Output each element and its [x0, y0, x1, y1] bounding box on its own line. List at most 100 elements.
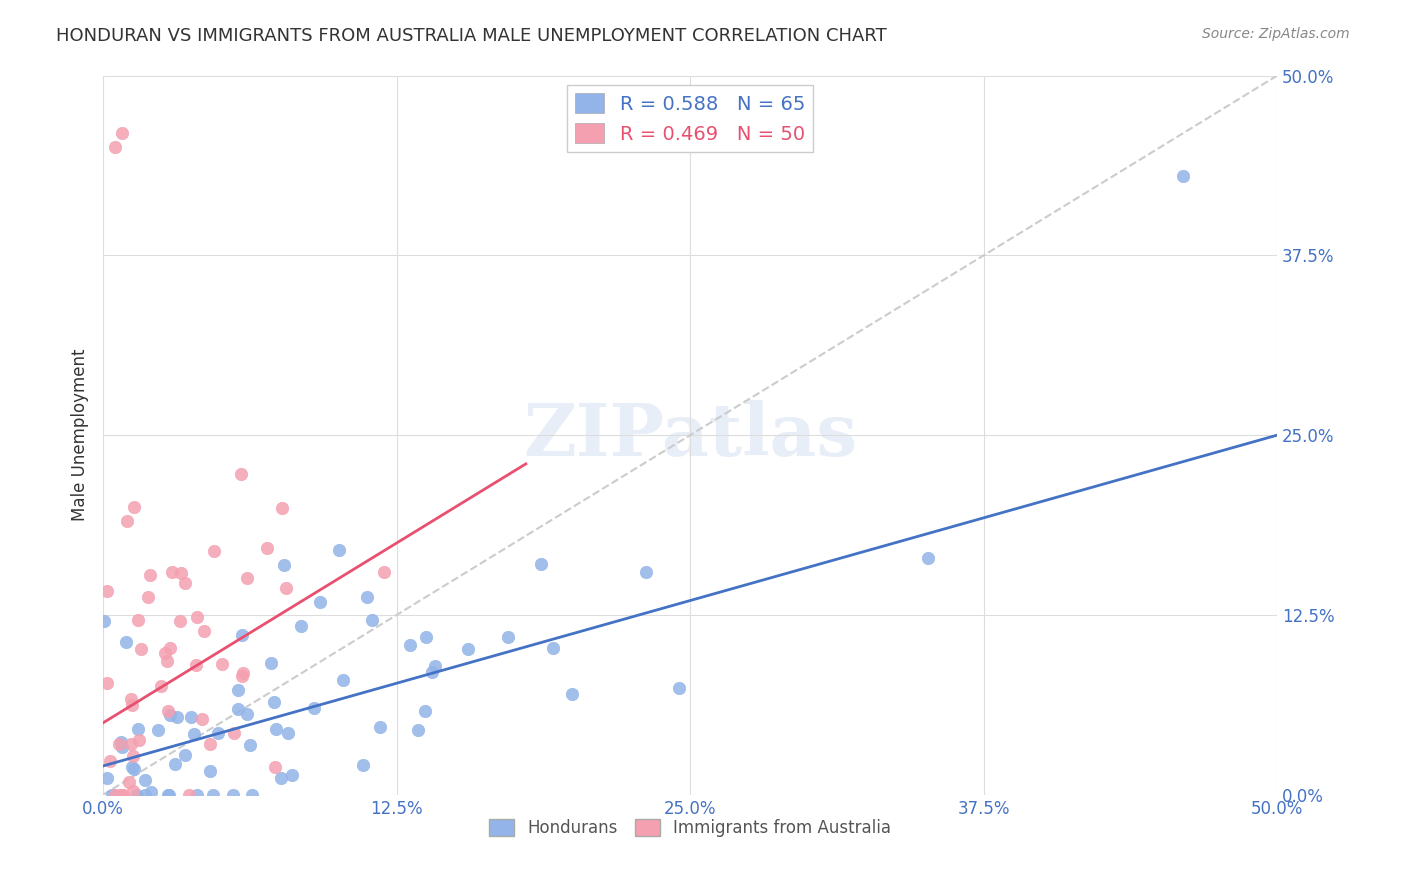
- Point: [277, 726, 299, 740]
- Point: [169, 614, 191, 628]
- Point: [134, 788, 156, 802]
- Point: [108, 788, 131, 802]
- Point: [496, 630, 519, 644]
- Point: [150, 679, 173, 693]
- Point: [110, 740, 132, 755]
- Point: [309, 595, 332, 609]
- Point: [222, 788, 245, 802]
- Point: [159, 708, 181, 723]
- Point: [356, 590, 378, 604]
- Point: [101, 788, 124, 802]
- Point: [115, 515, 138, 529]
- Point: [256, 541, 278, 555]
- Point: [177, 788, 200, 802]
- Point: [263, 695, 285, 709]
- Point: [236, 706, 259, 721]
- Point: [420, 665, 443, 680]
- Y-axis label: Male Unemployment: Male Unemployment: [72, 349, 89, 521]
- Point: [118, 774, 141, 789]
- Point: [222, 725, 245, 739]
- Point: [264, 760, 287, 774]
- Text: Source: ZipAtlas.com: Source: ZipAtlas.com: [1202, 27, 1350, 41]
- Point: [232, 666, 254, 681]
- Point: [128, 733, 150, 747]
- Point: [239, 738, 262, 752]
- Point: [108, 737, 131, 751]
- Point: [211, 657, 233, 672]
- Point: [156, 704, 179, 718]
- Point: [413, 705, 436, 719]
- Point: [139, 785, 162, 799]
- Point: [121, 760, 143, 774]
- Point: [134, 772, 156, 787]
- Point: [457, 642, 479, 657]
- Point: [668, 681, 690, 696]
- Point: [373, 565, 395, 579]
- Point: [96, 584, 118, 599]
- Point: [917, 550, 939, 565]
- Point: [120, 737, 142, 751]
- Point: [104, 788, 127, 802]
- Point: [202, 544, 225, 558]
- Point: [183, 727, 205, 741]
- Point: [273, 558, 295, 573]
- Point: [127, 613, 149, 627]
- Point: [226, 702, 249, 716]
- Point: [561, 687, 583, 701]
- Point: [127, 723, 149, 737]
- Point: [231, 467, 253, 482]
- Point: [186, 788, 208, 802]
- Point: [207, 726, 229, 740]
- Point: [276, 581, 298, 595]
- Point: [290, 618, 312, 632]
- Point: [198, 737, 221, 751]
- Point: [415, 630, 437, 644]
- Point: [1173, 169, 1195, 184]
- Point: [240, 788, 263, 802]
- Point: [332, 673, 354, 687]
- Point: [96, 676, 118, 690]
- Point: [169, 566, 191, 580]
- Point: [270, 500, 292, 515]
- Point: [110, 735, 132, 749]
- Point: [399, 638, 422, 652]
- Point: [122, 762, 145, 776]
- Point: [157, 788, 180, 802]
- Point: [184, 658, 207, 673]
- Point: [270, 771, 292, 785]
- Point: [180, 710, 202, 724]
- Point: [146, 723, 169, 737]
- Point: [125, 788, 148, 802]
- Point: [121, 698, 143, 713]
- Point: [191, 712, 214, 726]
- Point: [98, 754, 121, 768]
- Point: [634, 566, 657, 580]
- Point: [110, 788, 132, 802]
- Point: [121, 784, 143, 798]
- Point: [541, 640, 564, 655]
- Point: [166, 709, 188, 723]
- Point: [120, 692, 142, 706]
- Point: [159, 640, 181, 655]
- Point: [104, 140, 127, 154]
- Text: ZIPatlas: ZIPatlas: [523, 400, 858, 471]
- Point: [186, 610, 208, 624]
- Point: [111, 126, 134, 140]
- Point: [281, 768, 304, 782]
- Point: [231, 668, 253, 682]
- Point: [530, 558, 553, 572]
- Point: [93, 614, 115, 628]
- Point: [156, 788, 179, 802]
- Point: [112, 788, 135, 802]
- Point: [122, 500, 145, 514]
- Point: [129, 641, 152, 656]
- Point: [368, 720, 391, 734]
- Point: [136, 590, 159, 604]
- Point: [165, 757, 187, 772]
- Legend: Hondurans, Immigrants from Australia: Hondurans, Immigrants from Australia: [482, 813, 897, 844]
- Point: [173, 748, 195, 763]
- Point: [260, 656, 283, 670]
- Point: [198, 764, 221, 779]
- Text: HONDURAN VS IMMIGRANTS FROM AUSTRALIA MALE UNEMPLOYMENT CORRELATION CHART: HONDURAN VS IMMIGRANTS FROM AUSTRALIA MA…: [56, 27, 887, 45]
- Point: [139, 567, 162, 582]
